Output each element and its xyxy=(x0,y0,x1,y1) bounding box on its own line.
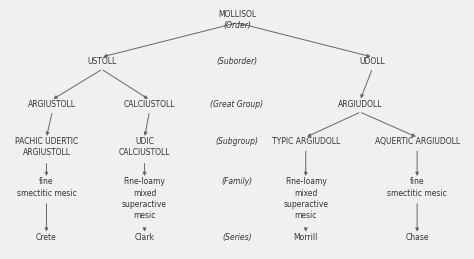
Text: ARGIUDOLL: ARGIUDOLL xyxy=(338,100,383,109)
Text: Fine-loamy
mixed
superactive
mesic: Fine-loamy mixed superactive mesic xyxy=(283,177,328,220)
Text: (Great Group): (Great Group) xyxy=(210,100,264,109)
Text: UDIC
CALCIUSTOLL: UDIC CALCIUSTOLL xyxy=(119,137,170,157)
Text: (Subgroup): (Subgroup) xyxy=(216,137,258,146)
Text: Chase: Chase xyxy=(405,233,429,242)
Text: (Family): (Family) xyxy=(221,177,253,186)
Text: (Suborder): (Suborder) xyxy=(217,57,257,66)
Text: Clark: Clark xyxy=(135,233,155,242)
Text: (Order): (Order) xyxy=(223,21,251,30)
Text: Morrill: Morrill xyxy=(293,233,318,242)
Text: USTOLL: USTOLL xyxy=(87,57,117,66)
Text: (Series): (Series) xyxy=(222,233,252,242)
Text: Fine-loamy
mixed
superactive
mesic: Fine-loamy mixed superactive mesic xyxy=(122,177,167,220)
Text: MOLLISOL: MOLLISOL xyxy=(218,10,256,19)
Text: fine
smectitic mesic: fine smectitic mesic xyxy=(17,177,76,198)
Text: CALCIUSTOLL: CALCIUSTOLL xyxy=(124,100,175,109)
Text: UDOLL: UDOLL xyxy=(359,57,385,66)
Text: fine
smectitic mesic: fine smectitic mesic xyxy=(387,177,447,198)
Text: ARGIUSTOLL: ARGIUSTOLL xyxy=(28,100,76,109)
Text: AQUERTIC ARGIUDOLL: AQUERTIC ARGIUDOLL xyxy=(374,137,460,146)
Text: TYPIC ARGIUDOLL: TYPIC ARGIUDOLL xyxy=(272,137,340,146)
Text: Crete: Crete xyxy=(36,233,57,242)
Text: PACHIC UDERTIC
ARGIUSTOLL: PACHIC UDERTIC ARGIUSTOLL xyxy=(15,137,78,157)
